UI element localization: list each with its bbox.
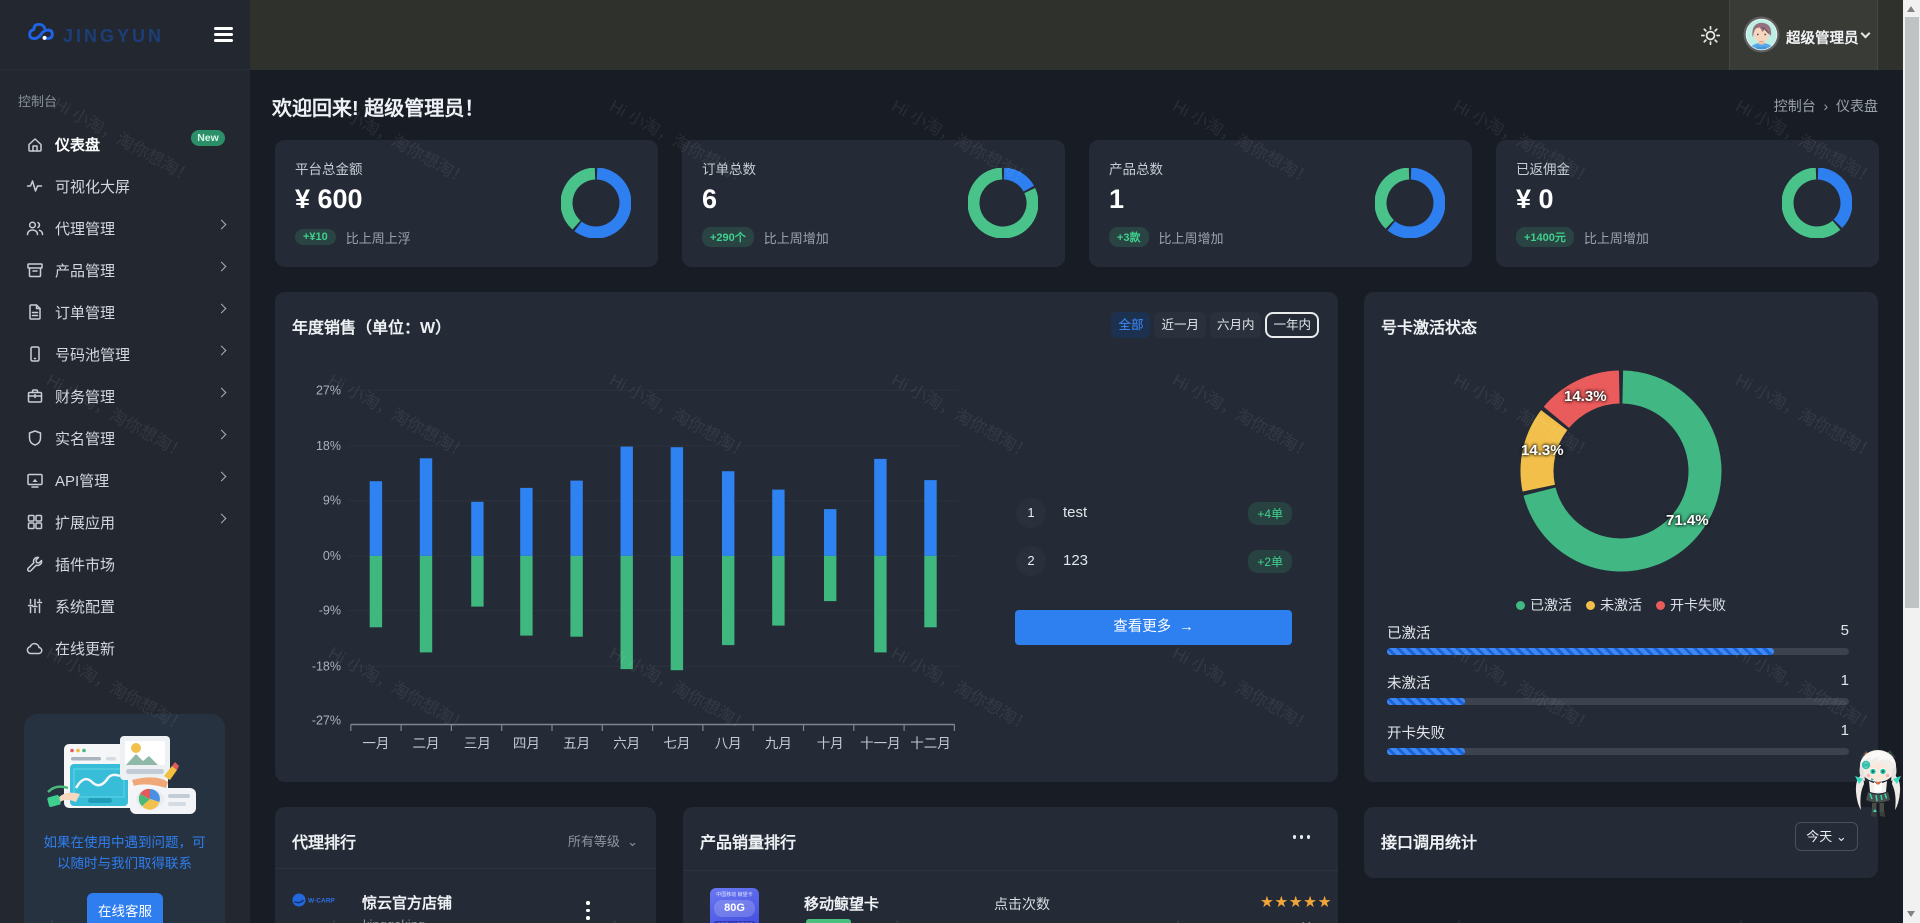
svg-text:0%: 0%	[323, 549, 341, 563]
svg-text:18%: 18%	[316, 439, 341, 453]
svg-text:五月: 五月	[563, 736, 590, 751]
svg-text:十二月: 十二月	[910, 736, 951, 751]
svg-text:四月: 四月	[513, 736, 540, 751]
svg-text:-9%: -9%	[319, 604, 341, 618]
svg-text:二月: 二月	[413, 736, 440, 751]
svg-text:三月: 三月	[464, 736, 491, 751]
svg-text:九月: 九月	[765, 736, 792, 751]
svg-text:-18%: -18%	[312, 659, 341, 673]
svg-text:9%: 9%	[323, 494, 341, 508]
svg-text:-27%: -27%	[312, 713, 341, 727]
svg-text:六月: 六月	[613, 736, 640, 751]
svg-text:十一月: 十一月	[860, 736, 901, 751]
svg-text:W·CARP: W·CARP	[308, 898, 335, 905]
svg-text:一月: 一月	[362, 736, 389, 751]
svg-text:十月: 十月	[817, 736, 844, 751]
svg-text:八月: 八月	[715, 736, 742, 751]
svg-text:27%: 27%	[316, 383, 341, 397]
svg-text:七月: 七月	[663, 736, 690, 751]
